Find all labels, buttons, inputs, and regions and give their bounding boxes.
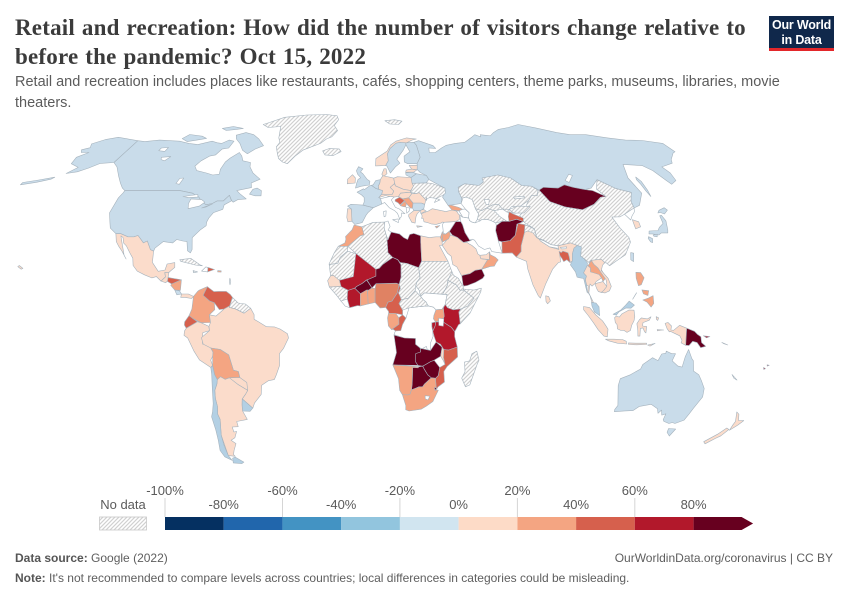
svg-text:0%: 0% [449, 497, 468, 512]
svg-text:-100%: -100% [146, 483, 184, 498]
svg-text:-40%: -40% [326, 497, 357, 512]
svg-text:80%: 80% [681, 497, 707, 512]
svg-text:-20%: -20% [385, 483, 416, 498]
svg-text:60%: 60% [622, 483, 648, 498]
svg-text:-60%: -60% [267, 483, 298, 498]
svg-text:No data: No data [100, 497, 146, 512]
svg-text:40%: 40% [563, 497, 589, 512]
svg-text:-80%: -80% [209, 497, 240, 512]
svg-text:20%: 20% [504, 483, 530, 498]
